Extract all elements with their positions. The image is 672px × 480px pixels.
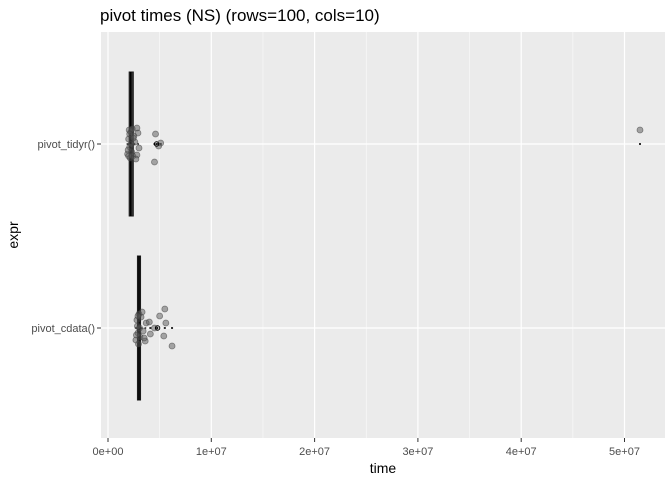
- x-tick-label: 3e+07: [402, 446, 433, 458]
- x-tick-label: 5e+07: [609, 446, 640, 458]
- data-point: [146, 330, 154, 338]
- data-point: [133, 124, 141, 132]
- y-axis: pivot_tidyr() pivot_cdata(): [31, 139, 101, 335]
- plot-panel: [101, 32, 665, 438]
- data-point: [127, 140, 135, 148]
- minor-grid: [159, 32, 574, 438]
- boxplot-pivot-tidyr: [124, 71, 644, 217]
- data-point: [135, 144, 143, 152]
- mean-point: [154, 325, 161, 331]
- y-tick-label: pivot_tidyr(): [38, 139, 95, 151]
- mean-center: [156, 327, 159, 329]
- major-grid: [101, 32, 665, 438]
- data-point: [125, 152, 133, 160]
- x-axis: 0e+00 1e+07 2e+07 3e+07 4e+07 5e+07: [93, 438, 640, 458]
- mean-point: [153, 141, 160, 147]
- chart-title: pivot times (NS) (rows=100, cols=10): [100, 6, 380, 25]
- data-point: [138, 308, 146, 316]
- data-point: [162, 319, 170, 327]
- data-point: [140, 334, 148, 342]
- data-point: [161, 305, 169, 313]
- data-point: [160, 332, 168, 340]
- x-tick-label: 1e+07: [196, 446, 227, 458]
- data-point: [134, 312, 142, 320]
- x-axis-title: time: [370, 460, 397, 476]
- data-point: [151, 158, 158, 166]
- data-point: [132, 155, 140, 163]
- mean-center: [155, 143, 158, 145]
- data-point: [168, 342, 176, 350]
- data-point: [124, 146, 132, 154]
- x-tick-label: 0e+00: [93, 446, 124, 458]
- boxplot-pivot-cdata: [132, 255, 176, 401]
- data-point: [145, 318, 153, 326]
- data-point: [152, 130, 159, 138]
- data-point: [136, 324, 143, 332]
- data-point: [133, 331, 140, 339]
- y-tick-label: pivot_cdata(): [31, 323, 95, 335]
- chart-marks: [124, 71, 644, 401]
- data-point: [156, 312, 164, 320]
- x-tick-label: 2e+07: [299, 446, 330, 458]
- data-point: [135, 340, 142, 348]
- y-axis-title: expr: [5, 221, 21, 249]
- x-tick-label: 4e+07: [506, 446, 537, 458]
- data-point: [126, 130, 134, 138]
- data-point: [636, 126, 644, 134]
